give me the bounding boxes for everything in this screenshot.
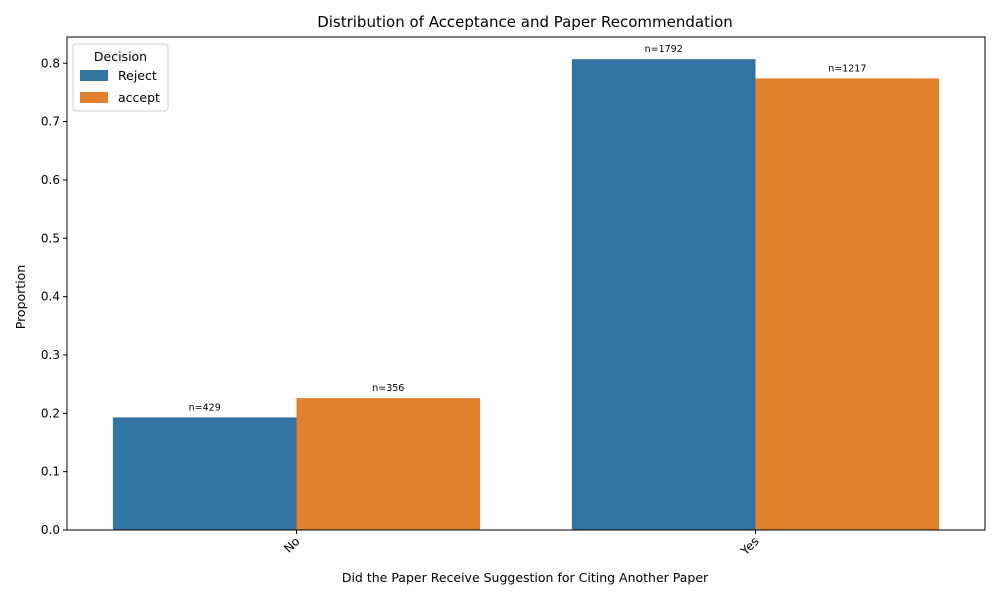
bar-reject-yes <box>571 59 756 531</box>
y-tick-label: 0.5 <box>41 231 60 245</box>
plot-area: n=429 n=1792 n=356 n=1217 0.0 0.1 0.2 0.3 0.4 0.5… <box>41 36 986 559</box>
bar-accept-no <box>296 398 481 530</box>
legend-entries: Reject accept <box>80 68 160 105</box>
y-axis-label: Proportion <box>13 265 28 330</box>
y-tick-label: 0.8 <box>41 56 60 70</box>
legend-title: Decision <box>94 49 147 64</box>
y-tick-label: 0.3 <box>41 348 60 362</box>
bar-reject-no <box>112 417 297 530</box>
bar-accept-yes <box>755 78 940 531</box>
x-tick-label: No <box>281 534 302 555</box>
plot-frame <box>66 36 986 531</box>
x-axis-label: Did the Paper Receive Suggestion for Cit… <box>342 570 709 585</box>
legend-swatch-reject <box>80 70 108 81</box>
bar-label: n=1217 <box>828 63 866 74</box>
y-tick-label: 0.6 <box>41 173 60 187</box>
chart-title: Distribution of Acceptance and Paper Rec… <box>317 13 733 31</box>
bar-label: n=356 <box>372 383 404 394</box>
legend-swatch-accept <box>80 92 108 103</box>
x-tick-label: Yes <box>737 534 761 558</box>
y-tick-label: 0.7 <box>41 115 60 129</box>
y-tick-label: 0.0 <box>41 523 60 537</box>
y-tick-label: 0.2 <box>41 406 60 420</box>
legend: Decision Reject accept <box>72 43 169 112</box>
bar-label: n=429 <box>189 402 221 413</box>
legend-label-accept: accept <box>118 90 160 105</box>
y-tick-label: 0.4 <box>41 290 60 304</box>
y-tick-label: 0.1 <box>41 465 60 479</box>
legend-label-reject: Reject <box>118 68 157 83</box>
bar-label: n=1792 <box>645 44 683 55</box>
